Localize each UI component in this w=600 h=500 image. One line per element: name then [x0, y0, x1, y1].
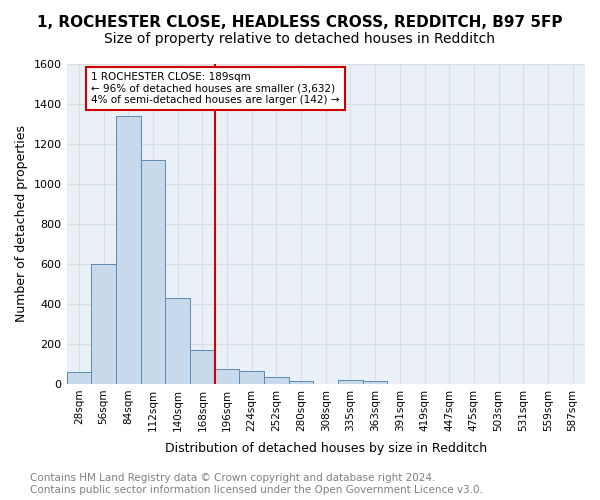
Text: 1 ROCHESTER CLOSE: 189sqm
← 96% of detached houses are smaller (3,632)
4% of sem: 1 ROCHESTER CLOSE: 189sqm ← 96% of detac…: [91, 72, 340, 105]
Bar: [239, 371, 264, 384]
Bar: [165, 298, 190, 384]
Text: Contains HM Land Registry data © Crown copyright and database right 2024.
Contai: Contains HM Land Registry data © Crown c…: [30, 474, 483, 495]
Bar: [91, 264, 116, 384]
Bar: [215, 369, 239, 384]
Y-axis label: Number of detached properties: Number of detached properties: [15, 126, 28, 322]
Bar: [289, 381, 313, 384]
Bar: [140, 160, 165, 384]
X-axis label: Distribution of detached houses by size in Redditch: Distribution of detached houses by size …: [165, 442, 487, 455]
Text: 1, ROCHESTER CLOSE, HEADLESS CROSS, REDDITCH, B97 5FP: 1, ROCHESTER CLOSE, HEADLESS CROSS, REDD…: [37, 15, 563, 30]
Bar: [338, 380, 363, 384]
Text: Size of property relative to detached houses in Redditch: Size of property relative to detached ho…: [104, 32, 496, 46]
Bar: [116, 116, 140, 384]
Bar: [363, 381, 388, 384]
Bar: [190, 350, 215, 384]
Bar: [264, 377, 289, 384]
Bar: [67, 372, 91, 384]
